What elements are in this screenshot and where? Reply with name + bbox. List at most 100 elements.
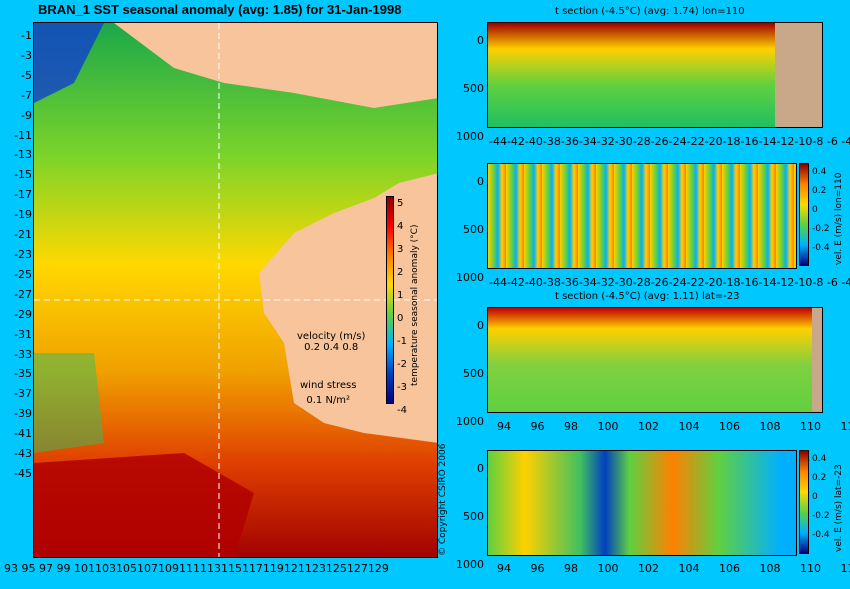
colorbar-tick: 0 — [397, 307, 407, 330]
y-tick: 500 — [454, 493, 484, 541]
lon-axis: 93 95 97 99 1011031051071091111131151171… — [4, 562, 440, 575]
panel-4-colorbar — [799, 450, 809, 554]
lat-tick: -21 — [8, 225, 32, 245]
y-tick: 1000 — [454, 113, 484, 161]
panel-2-yticks: 0 500 1000 — [454, 158, 484, 302]
cbar-tick: 0.4 — [812, 450, 830, 469]
x-tick: 104 — [679, 420, 700, 433]
lat-tick: -5 — [8, 66, 32, 86]
lat-tick: -1 — [8, 26, 32, 46]
colorbar-tick: 3 — [397, 238, 407, 261]
lat-tick: -7 — [8, 86, 32, 106]
x-tick: 102 — [638, 562, 659, 575]
lat-tick: -19 — [8, 205, 32, 225]
y-tick: 1000 — [454, 541, 484, 589]
lat-tick: -25 — [8, 265, 32, 285]
panel-4-side-label: vel. E (m/s) lat=-23 — [834, 464, 844, 552]
x-tick: 102 — [638, 420, 659, 433]
y-tick: 0 — [454, 302, 484, 350]
section-panel-2[interactable] — [487, 163, 797, 269]
y-tick: 1000 — [454, 254, 484, 302]
x-tick: 100 — [598, 420, 619, 433]
lat-tick: -15 — [8, 165, 32, 185]
lat-tick: -37 — [8, 384, 32, 404]
section-panel-1[interactable] — [487, 22, 823, 128]
wind-legend: wind stress 0.1 N/m² — [300, 380, 356, 406]
x-tick: 110 — [800, 420, 821, 433]
panel-3-xticks: 94 96 98 100 102 104 106 108 110 112 — [497, 420, 850, 433]
cbar-tick: 0.2 — [812, 182, 830, 201]
map-title: BRAN_1 SST seasonal anomaly (avg: 1.85) … — [38, 2, 401, 17]
lat-tick: -33 — [8, 345, 32, 365]
colorbar-tick: 2 — [397, 261, 407, 284]
x-tick: 106 — [719, 420, 740, 433]
colorbar-tick: 1 — [397, 284, 407, 307]
x-tick: 94 — [497, 420, 511, 433]
panel-1-yticks: 0 500 1000 — [454, 17, 484, 161]
lat-tick: -17 — [8, 185, 32, 205]
panel-2-xticks: -44-42-40-38-36-34-32-30-28-26-24-22-20-… — [489, 276, 850, 289]
colorbar-tick: -1 — [397, 330, 407, 353]
x-tick: 112 — [841, 420, 850, 433]
copyright: © Copyright CSIRO 2006 — [438, 444, 448, 556]
section-panel-4[interactable] — [487, 450, 797, 556]
panel-4-xticks: 94 96 98 100 102 104 106 108 110 112 — [497, 562, 850, 575]
colorbar-label: temperature seasonal anomaly (°C) — [410, 225, 420, 386]
y-tick: 500 — [454, 350, 484, 398]
lat-tick: -35 — [8, 364, 32, 384]
lat-tick: -43 — [8, 444, 32, 464]
lat-tick: -27 — [8, 285, 32, 305]
y-tick: 500 — [454, 65, 484, 113]
y-tick: 500 — [454, 206, 484, 254]
x-tick: 96 — [531, 420, 545, 433]
colorbar-tick: 5 — [397, 192, 407, 215]
x-tick: 104 — [679, 562, 700, 575]
panel-2-side-label: vel. E (m/s) lon=110 — [834, 173, 844, 265]
velocity-label: velocity (m/s) — [297, 331, 365, 342]
lat-axis: -1 -3 -5 -7 -9 -11 -13 -15 -17 -19 -21 -… — [8, 26, 32, 484]
lat-tick: -3 — [8, 46, 32, 66]
x-tick: 108 — [760, 420, 781, 433]
panel-4-cbar-ticks: 0.4 0.2 0 -0.2 -0.4 — [812, 450, 830, 545]
section-panel-3[interactable] — [487, 307, 823, 413]
colorbar-tick: -2 — [397, 353, 407, 376]
cbar-tick: -0.2 — [812, 220, 830, 239]
colorbar-ticks: 5 4 3 2 1 0 -1 -2 -3 -4 — [397, 192, 407, 422]
x-tick: 106 — [719, 562, 740, 575]
panel-4-yticks: 0 500 1000 — [454, 445, 484, 589]
x-tick: 96 — [531, 562, 545, 575]
cbar-tick: 0 — [812, 201, 830, 220]
cbar-tick: -0.4 — [812, 239, 830, 258]
colorbar-tick: 4 — [397, 215, 407, 238]
x-tick: 100 — [598, 562, 619, 575]
velocity-scale: 0.2 0.4 0.8 — [297, 342, 365, 353]
x-tick: 98 — [564, 562, 578, 575]
x-tick: 112 — [841, 562, 850, 575]
lat-tick: -9 — [8, 106, 32, 126]
x-tick: 108 — [760, 562, 781, 575]
colorbar-tick: -3 — [397, 376, 407, 399]
x-tick: 110 — [800, 562, 821, 575]
panel-1-xticks: -44-42-40-38-36-34-32-30-28-26-24-22-20-… — [489, 135, 850, 148]
velocity-legend: velocity (m/s) 0.2 0.4 0.8 — [297, 331, 365, 353]
lat-tick: -11 — [8, 126, 32, 146]
y-tick: 0 — [454, 445, 484, 493]
lat-tick: -13 — [8, 145, 32, 165]
cbar-tick: 0.4 — [812, 163, 830, 182]
lat-tick: -39 — [8, 404, 32, 424]
panel-1-title: t section (-4.5°C) (avg: 1.74) lon=110 — [555, 6, 745, 17]
lat-tick: -23 — [8, 245, 32, 265]
cbar-tick: -0.4 — [812, 526, 830, 545]
x-tick: 94 — [497, 562, 511, 575]
y-tick: 0 — [454, 17, 484, 65]
panel-3-title: t section (-4.5°C) (avg: 1.11) lat=-23 — [555, 291, 740, 302]
y-tick: 1000 — [454, 398, 484, 446]
lat-tick: -29 — [8, 305, 32, 325]
x-tick: 98 — [564, 420, 578, 433]
cbar-tick: -0.2 — [812, 507, 830, 526]
cbar-tick: 0 — [812, 488, 830, 507]
sst-anomaly-map[interactable] — [33, 22, 438, 558]
colorbar-tick: -4 — [397, 399, 407, 422]
panel-2-colorbar — [799, 163, 809, 266]
lat-tick: -31 — [8, 325, 32, 345]
